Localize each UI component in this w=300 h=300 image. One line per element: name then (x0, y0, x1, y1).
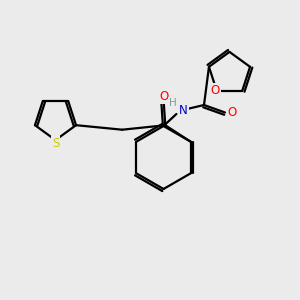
Text: N: N (179, 103, 188, 117)
Text: O: O (211, 85, 220, 98)
Text: O: O (159, 90, 168, 103)
Text: H: H (169, 98, 176, 109)
Text: S: S (52, 136, 59, 150)
Text: O: O (227, 106, 236, 119)
